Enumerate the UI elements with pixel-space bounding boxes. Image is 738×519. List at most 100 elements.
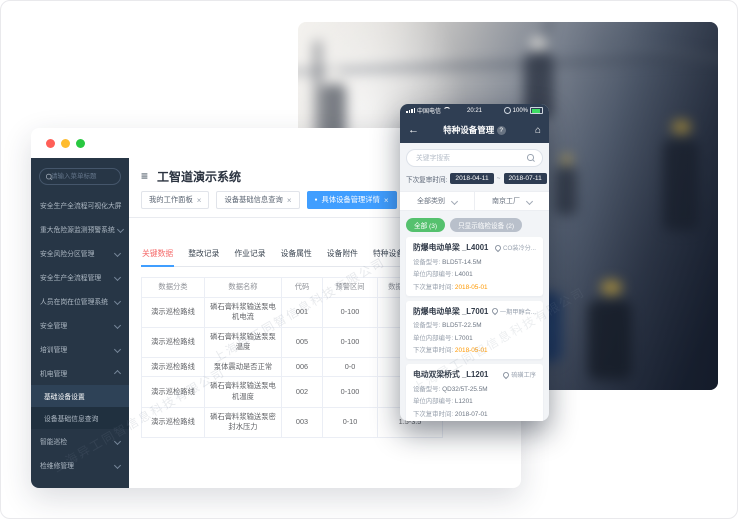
equipment-card[interactable]: 防爆电动单梁 _L4001 CO装冷分... 设备型号: BLD5T-14.5M… [406, 237, 543, 296]
date-filter-row: 下次复审时间: 2018-04-11 ~ 2018-07-11 [406, 173, 547, 184]
chevron-down-icon [113, 321, 122, 329]
status-time: 20:21 [466, 107, 482, 114]
help-badge-icon[interactable]: ? [496, 126, 506, 135]
chip-all[interactable]: 全部 (3) [406, 218, 446, 232]
equipment-title: 防爆电动单梁 _L7001 [413, 306, 489, 316]
next-review-date: 2018-05-01 [454, 347, 488, 354]
equipment-card[interactable]: 电动双梁桥式 _L1201 硫磺工序 设备型号: QD32/5T-25.5M 单… [406, 364, 543, 421]
equipment-location: 硫磺工序 [502, 370, 536, 379]
next-review-date: 2018-07-01 [454, 410, 488, 418]
sidebar-item-visual-screen[interactable]: 安全生产全流程可视化大屏 [40, 203, 122, 210]
close-icon[interactable]: × [383, 195, 389, 205]
mobile-search-input[interactable] [414, 153, 518, 163]
start-date-button[interactable]: 2018-04-11 [450, 173, 494, 184]
pin-icon [502, 370, 511, 379]
sidebar-item-maintenance[interactable]: 检维修管理 [31, 453, 129, 477]
sidebar-search-input[interactable] [49, 172, 123, 181]
equipment-location: CO装冷分... [493, 243, 536, 252]
equipment-title: 电动双梁桥式 _L1201 [413, 370, 489, 379]
chevron-down-icon [113, 249, 122, 257]
col-data-category: 数据分类 [141, 277, 205, 298]
search-icon [527, 154, 535, 162]
sidebar-item-personnel[interactable]: 人员在岗在位管理系统 [31, 289, 129, 313]
sidebar-search[interactable] [39, 168, 123, 185]
mobile-page-title: 特种设备管理 ? [400, 124, 549, 136]
battery-percent: 100% [512, 107, 528, 114]
sidebar-item-safety-mgmt[interactable]: 安全管理 [31, 313, 129, 337]
tab-my-workbench[interactable]: 我的工作面板 × [141, 191, 210, 209]
sidebar: 安全生产全流程可视化大屏 重大危险源监测预警系统 安全风险分区管理 安全生产全流… [31, 158, 129, 488]
key-data-table: 数据分类 数据名称 代码 预警区间 数据控制区间 演示巡检路线磷石膏料浆输送泵电… [141, 277, 443, 438]
table-header-row: 数据分类 数据名称 代码 预警区间 数据控制区间 [141, 277, 443, 298]
tab-rectification-records[interactable]: 整改记录 [188, 249, 220, 258]
zoom-window-button[interactable] [76, 138, 85, 148]
minimize-window-button[interactable] [61, 138, 70, 148]
breadcrumb-tabs: 我的工作面板 × 设备基础信息查询 × ● 具体设备管理详情 × [141, 191, 509, 209]
back-icon[interactable]: ← [408, 124, 419, 136]
dot-icon: ● [314, 196, 318, 203]
category-dropdown[interactable]: 全部类别 [400, 192, 474, 210]
battery-icon [530, 107, 543, 114]
sidebar-item-safety-process[interactable]: 安全生产全流程管理 [31, 265, 129, 289]
close-icon[interactable]: × [286, 195, 292, 205]
signal-icon [406, 108, 415, 113]
equipment-location: 一期甲醇合... [490, 306, 536, 316]
chevron-up-icon [113, 369, 122, 377]
sidebar-item-basic-equipment[interactable]: 基础设备设置 [31, 385, 129, 407]
sidebar-submenu: 基础设备设置 设备基础信息查询 [31, 385, 129, 429]
chevron-down-icon [113, 461, 122, 469]
home-icon[interactable]: ⌂ [534, 124, 541, 136]
sidebar-item-risk-zone[interactable]: 安全风险分区管理 [31, 241, 129, 265]
tab-work-records[interactable]: 作业记录 [234, 249, 266, 258]
chevron-down-icon [113, 345, 122, 353]
pin-icon [490, 306, 500, 316]
page-title: 工智道演示系统 [157, 169, 242, 184]
col-warning-range: 预警区间 [322, 277, 378, 298]
chevron-down-icon [113, 273, 122, 281]
close-icon[interactable]: × [196, 195, 202, 205]
sidebar-item-smart-inspection[interactable]: 智能巡检 [31, 429, 129, 453]
tab-equipment-detail-active[interactable]: ● 具体设备管理详情 × [306, 191, 397, 209]
table-row[interactable]: 演示巡检路线 磷石膏料浆输送泵密封水压力 003 0-10 1.5-3.5 [141, 406, 443, 438]
factory-dropdown[interactable]: 南京工厂 [474, 192, 549, 210]
date-separator: ~ [496, 175, 501, 182]
carrier-label: 中国电信 [417, 109, 442, 115]
mobile-search[interactable] [406, 149, 543, 167]
sidebar-item-mech-elec[interactable]: 机电管理 [31, 361, 129, 385]
close-window-button[interactable] [46, 138, 55, 148]
chevron-down-icon [525, 197, 534, 205]
divider [129, 217, 521, 218]
sidebar-item-hazard-monitor[interactable]: 重大危险源监测预警系统 [31, 217, 129, 241]
tab-special-equipment-attachments[interactable]: 特种设备附件 [372, 249, 420, 258]
tab-equipment-info-query[interactable]: 设备基础信息查询 × [216, 191, 300, 209]
mobile-content: 下次复审时间: 2018-04-11 ~ 2018-07-11 全部类别 南京工… [400, 143, 549, 421]
chip-inspection-only[interactable]: 只显示临检设备 (2) [450, 218, 523, 232]
filter-chips: 全部 (3) 只显示临检设备 (2) [406, 218, 543, 232]
menu-icon[interactable]: ≡ [141, 169, 149, 183]
pin-icon [493, 243, 503, 252]
tab-equipment-attachments[interactable]: 设备附件 [326, 249, 358, 258]
date-filter-label: 下次复审时间: [406, 176, 448, 184]
chevron-down-icon [113, 297, 122, 305]
tab-equipment-attributes[interactable]: 设备属性 [280, 249, 312, 258]
mobile-screen: 中国电信 20:21 100% ← 特种设备管理 ? ⌂ [400, 104, 549, 421]
equipment-card[interactable]: 防爆电动单梁 _L7001 一期甲醇合... 设备型号: BLD5T-22.5M… [406, 300, 543, 359]
sidebar-item-equipment-info-query[interactable]: 设备基础信息查询 [44, 416, 99, 423]
next-review-date: 2018-05-01 [454, 283, 488, 291]
end-date-button[interactable]: 2018-07-11 [503, 173, 547, 184]
chevron-down-icon [116, 225, 124, 233]
dropdown-row: 全部类别 南京工厂 [400, 191, 549, 211]
tab-key-data[interactable]: 关键数据 [141, 244, 175, 267]
col-data-name: 数据名称 [204, 277, 282, 298]
mobile-status-bar: 中国电信 20:21 100% [400, 104, 549, 117]
content-tabs: 关键数据 整改记录 作业记录 设备属性 设备附件 特种设备附件 [141, 244, 509, 267]
col-code: 代码 [281, 277, 323, 298]
wifi-icon [443, 106, 452, 115]
mobile-nav-bar: ← 特种设备管理 ? ⌂ [400, 117, 549, 143]
sidebar-item-training[interactable]: 培训管理 [31, 337, 129, 361]
